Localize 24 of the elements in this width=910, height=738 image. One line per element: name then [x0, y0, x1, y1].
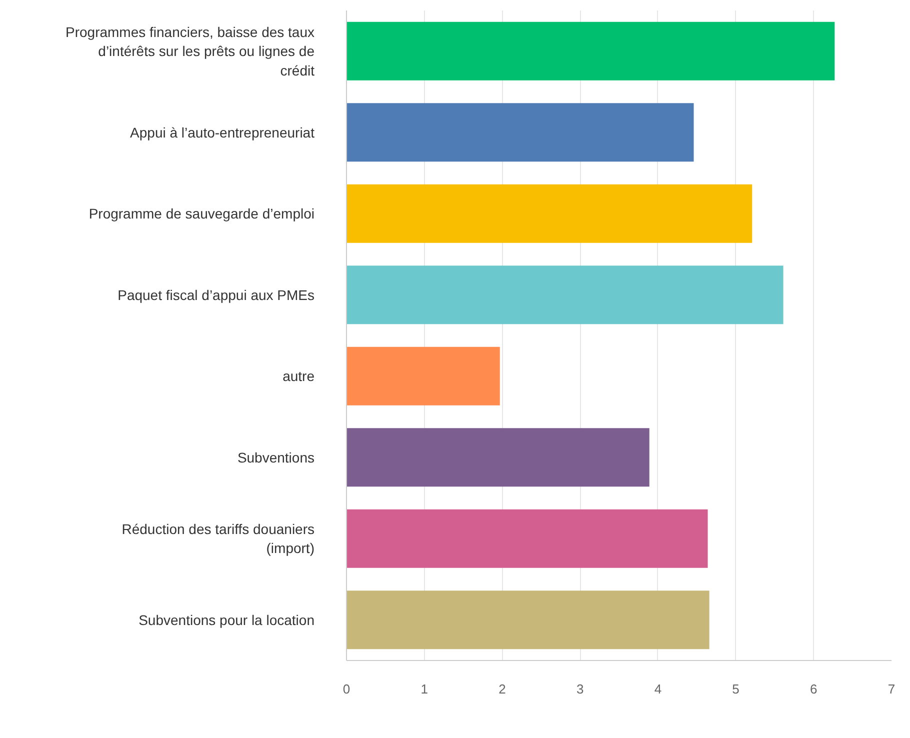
y-tick-label: Subventions pour la location [138, 612, 315, 628]
y-tick-label: Programme de sauvegarde d’emploi [88, 206, 315, 222]
y-tick-label: Subventions [237, 449, 315, 466]
x-tick-label: 4 [654, 682, 662, 696]
bar [346, 184, 752, 243]
x-tick-label: 6 [810, 682, 818, 696]
y-tick-label: Réduction des tariffs douaniers (import) [122, 521, 315, 556]
x-tick-label: 0 [342, 682, 350, 696]
bar [346, 509, 708, 568]
y-tick-label: Paquet fiscal d’appui aux PMEs [118, 286, 314, 303]
y-tick-label: autre [282, 368, 315, 384]
x-tick-label: 1 [420, 682, 428, 696]
x-tick-label: 2 [498, 682, 506, 696]
bar [346, 590, 710, 650]
y-tick-label: Appui à l’auto-entrepreneuriat [130, 124, 315, 140]
bar [346, 428, 650, 487]
y-tick-label: Programmes financiers, baisse des taux d’intérêts sur les prêts ou lignes de crédit [66, 24, 315, 78]
x-tick-label: 5 [732, 682, 740, 696]
bar [346, 103, 694, 162]
bar [346, 266, 784, 324]
bar [346, 346, 500, 406]
x-tick-label: 7 [888, 682, 896, 696]
x-tick-label: 3 [576, 682, 584, 696]
bar [346, 22, 835, 80]
